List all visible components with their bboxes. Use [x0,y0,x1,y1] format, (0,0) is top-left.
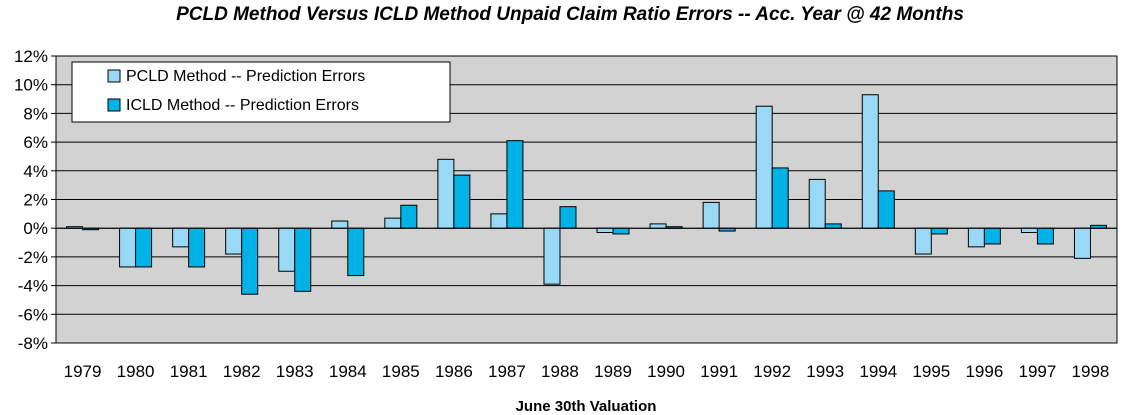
y-tick-label: 4% [23,162,48,181]
x-axis-label: June 30th Valuation [516,398,657,415]
bar-pcld [755,105,773,229]
bar-icld [559,206,577,229]
bar-icld [241,227,259,295]
x-tick-label: 1982 [223,362,261,381]
x-axis-ticks: 1979 1980 1981 1982 1983 1984 1985 1986 1987 1988… [64,362,1110,381]
bar-pcld [1073,227,1091,259]
bar-pcld [861,94,879,229]
chart-title: PCLD Method Versus ICLD Method Unpaid Cl… [176,4,964,25]
bar-pcld [914,227,932,255]
bar-pcld [119,227,137,268]
x-tick-label: 1995 [912,362,950,381]
x-tick-label: 1985 [382,362,420,381]
y-tick-label: -4% [18,277,48,296]
x-tick-label: 1992 [753,362,791,381]
bar-pcld [331,220,349,229]
bar-icld [453,174,471,229]
bar-icld [347,227,365,277]
x-tick-label: 1996 [965,362,1003,381]
x-tick-label: 1994 [859,362,897,381]
bar-pcld [596,227,614,234]
bar-pcld [278,227,296,272]
y-tick-label: 6% [23,133,48,152]
bar-icld [294,227,312,292]
y-tick-label: 8% [23,104,48,123]
y-tick-label: 2% [23,191,48,210]
legend-label-icld: ICLD Method -- Prediction Errors [126,97,359,114]
bar-icld [930,227,948,235]
bar-pcld [225,227,243,255]
x-tick-label: 1987 [488,362,526,381]
bar-icld [400,204,418,229]
bar-icld [771,167,789,229]
bar-pcld [384,217,402,229]
y-tick-label: -2% [18,248,48,267]
bar-icld [824,223,842,229]
y-tick-label: 0% [23,219,48,238]
y-tick-label: 10% [14,76,48,95]
bar-pcld [808,178,826,229]
bar-pcld [649,223,667,229]
x-tick-label: 1998 [1072,362,1110,381]
x-tick-label: 1983 [276,362,314,381]
bar-pcld [437,158,455,229]
legend: PCLD Method -- Prediction Errors ICLD Me… [71,61,451,123]
x-tick-label: 1991 [700,362,738,381]
y-tick-label: 12% [14,47,48,66]
y-tick-label: -8% [18,334,48,353]
bar-pcld [967,227,985,248]
x-tick-label: 1979 [64,362,102,381]
bar-pcld [543,227,561,285]
bar-pcld [172,227,190,248]
bar-icld [1036,227,1054,245]
y-axis-ticks: 12% 10% 8% 6% 4% 2% 0% -2% -4% -6% -8% [14,47,56,353]
legend-swatch-pcld [107,69,121,83]
bar-pcld [1020,227,1038,234]
bar-icld [877,190,895,229]
legend-swatch-icld [107,98,121,112]
bar-icld [612,227,630,235]
x-tick-label: 1989 [594,362,632,381]
bar-icld [983,227,1001,245]
bars [56,94,1117,295]
x-tick-label: 1981 [170,362,208,381]
x-tick-label: 1984 [329,362,367,381]
legend-label-pcld: PCLD Method -- Prediction Errors [126,68,365,85]
x-tick-label: 1997 [1019,362,1057,381]
bar-icld [506,140,524,229]
bar-icld [135,227,153,268]
x-tick-label: 1980 [117,362,155,381]
x-tick-label: 1986 [435,362,473,381]
x-tick-label: 1988 [541,362,579,381]
x-tick-label: 1993 [806,362,844,381]
legend-box [71,61,451,123]
bar-pcld [490,213,508,229]
x-tick-label: 1990 [647,362,685,381]
y-tick-label: -6% [18,305,48,324]
bar-pcld [702,201,720,229]
bar-icld [188,227,206,268]
